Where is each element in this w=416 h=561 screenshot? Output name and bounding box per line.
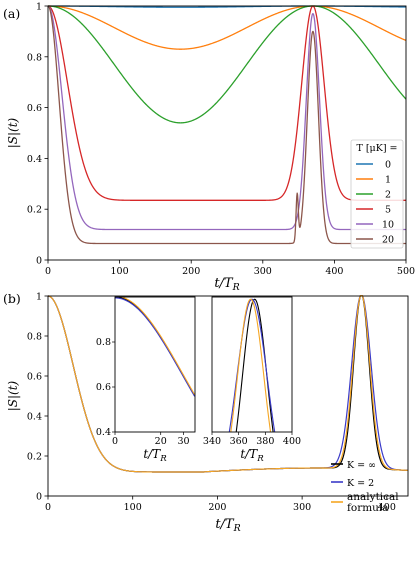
inset-bg [212,297,292,432]
y-axis-label-b: |S|(t) [6,380,20,411]
axes-frame-a [47,5,407,261]
y-tick-label-a: 0.6 [27,103,42,114]
inset-2: 340 360 380 400 t/TR [203,296,301,464]
y-tick-label-b: 0.2 [27,452,42,463]
inset-x-tick-label: 0 [112,436,118,447]
y-tick-label-a: 0.4 [27,154,42,165]
x-axis-label-a: t/TR [214,276,239,293]
series-line-T2 [48,5,406,124]
y-tick-label-a: 0.8 [27,52,42,63]
legend-title: T [μK] = [356,143,397,154]
series-line-T10 [48,5,406,231]
y-tick-label-a: 1 [36,2,42,13]
x-tick-label-a: 100 [111,266,129,277]
inset-x-tick-label: 20 [155,436,167,447]
legend-label-T10: 10 [382,220,394,231]
legend-label-T1: 1 [385,175,391,186]
x-tick-label-a: 500 [397,266,415,277]
y-tick-label-b: 0.6 [27,372,42,383]
inset-x-tick-label: 380 [256,436,274,447]
curves-b [48,295,408,473]
legend-label-T5: 5 [385,205,391,216]
x-tick-label-b: 100 [124,502,142,513]
inset-x-tick-label: 400 [283,436,301,447]
x-tick-label-b: 200 [208,502,226,513]
inset-x-tick-label: 30 [178,436,190,447]
inset-x-tick-label: 360 [230,436,248,447]
legend-label-T0: 0 [385,160,391,171]
inset-y-tick-label: 0.4 [96,427,111,438]
curves-a [48,5,406,245]
legend-label-K-2: K = 2 [347,478,374,489]
y-tick-label-b: 1 [36,292,42,303]
y-tick-label-b: 0.4 [27,412,42,423]
y-tick-label-b: 0.8 [27,332,42,343]
x-tick-label-a: 0 [45,266,51,277]
y-tick-label-b: 0 [36,492,42,503]
legend-a: T [μK] = 0 1 2 5 10 20 [350,139,404,249]
inset-curves [115,297,195,397]
y-axis-label-a: |S|(t) [6,117,20,148]
inset-frame [211,296,293,433]
y-tick-label-a: 0 [36,256,42,267]
inset-x-axis-label: t/TR [240,447,264,464]
series-line-T1 [48,5,406,50]
inset-curves [228,298,276,432]
x-axis-label-b: t/TR [215,517,240,534]
legend-label-K-inf: K = ∞ [347,460,376,471]
series-line-T5 [48,5,406,201]
legend-label-T20: 20 [382,235,394,246]
series-line-T20 [48,5,406,245]
panel-label-b: (b) [3,291,21,306]
panel-label-a: (a) [3,6,20,21]
inset-x-axis-label: t/TR [143,447,167,464]
legend-box-a [350,139,404,249]
inset-line-analytical [118,297,195,395]
chart-panel-a: 0 100 200 300 400 50000.20.40.60.81t/TR|S|(t)… [6,2,415,294]
x-tick-label-b: 300 [293,502,311,513]
inset-y-tick-label: 0.6 [96,382,111,393]
x-tick-label-b: 0 [45,502,51,513]
series-line-analytical [48,295,408,473]
y-tick-label-a: 0.2 [27,205,42,216]
legend-label-analytical: analytical formula [347,491,399,514]
legend-b: K = ∞ K = 2 analytical formula [331,460,399,514]
inset-x-tick-label: 340 [203,436,221,447]
inset-line-K_2 [115,297,195,397]
x-tick-label-a: 200 [182,266,200,277]
inset-frame [114,296,196,433]
x-tick-label-a: 400 [325,266,343,277]
x-tick-label-a: 300 [254,266,272,277]
legend-label-T2: 2 [385,190,391,201]
inset-line-K_inf [235,298,274,432]
axes-frame-b [47,295,409,497]
inset-line-analytical [230,298,272,432]
inset-y-tick-label: 0.8 [96,337,111,348]
inset-1: 0 20 30 0.4 0.6 0.8 t/TR [96,296,196,464]
inset-bg [115,297,195,432]
x-tick-label-b: 400 [378,502,396,513]
